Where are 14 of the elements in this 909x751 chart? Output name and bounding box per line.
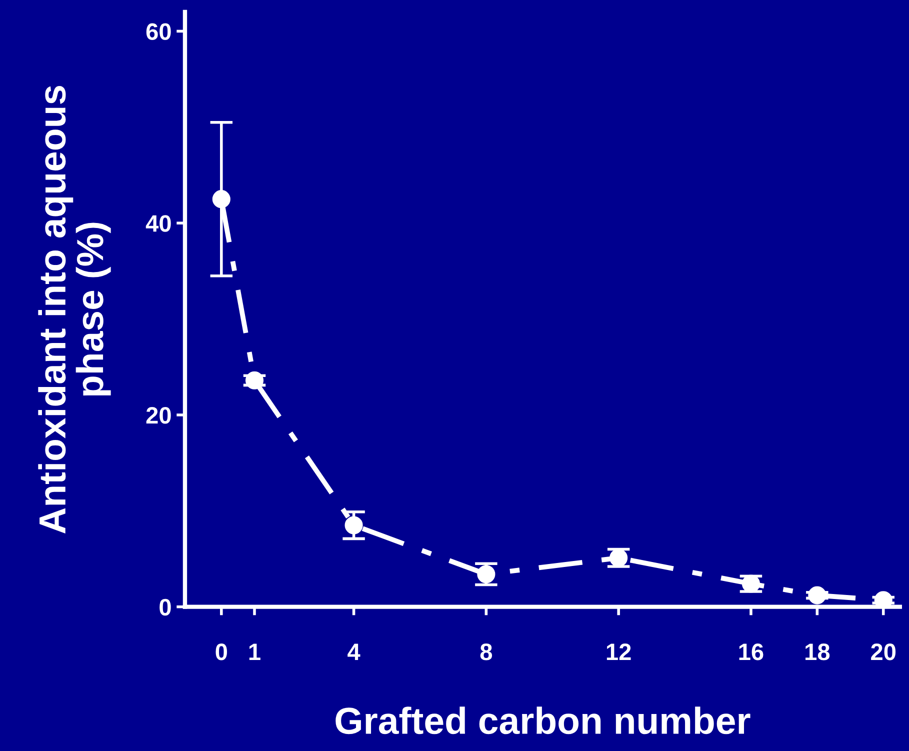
y-axis-title: Antioxidant into aqueous phase (%) xyxy=(38,86,111,534)
x-tick-label: 8 xyxy=(480,644,492,660)
y-tick-label: 20 xyxy=(146,407,171,424)
y-tick-label: 60 xyxy=(146,23,171,40)
x-tick-label: 12 xyxy=(606,644,631,660)
x-tick-label: 16 xyxy=(739,644,764,660)
x-tick-label: 20 xyxy=(871,644,896,660)
y-tick-label: 0 xyxy=(160,598,171,616)
x-tick-label: 1 xyxy=(249,644,260,660)
x-axis-title: Grafted carbon number xyxy=(336,706,750,734)
y-tick-label: 40 xyxy=(146,215,171,232)
x-tick-label: 18 xyxy=(806,644,830,660)
x-tick-label: 0 xyxy=(216,644,227,660)
x-tick-label: 4 xyxy=(348,644,360,660)
